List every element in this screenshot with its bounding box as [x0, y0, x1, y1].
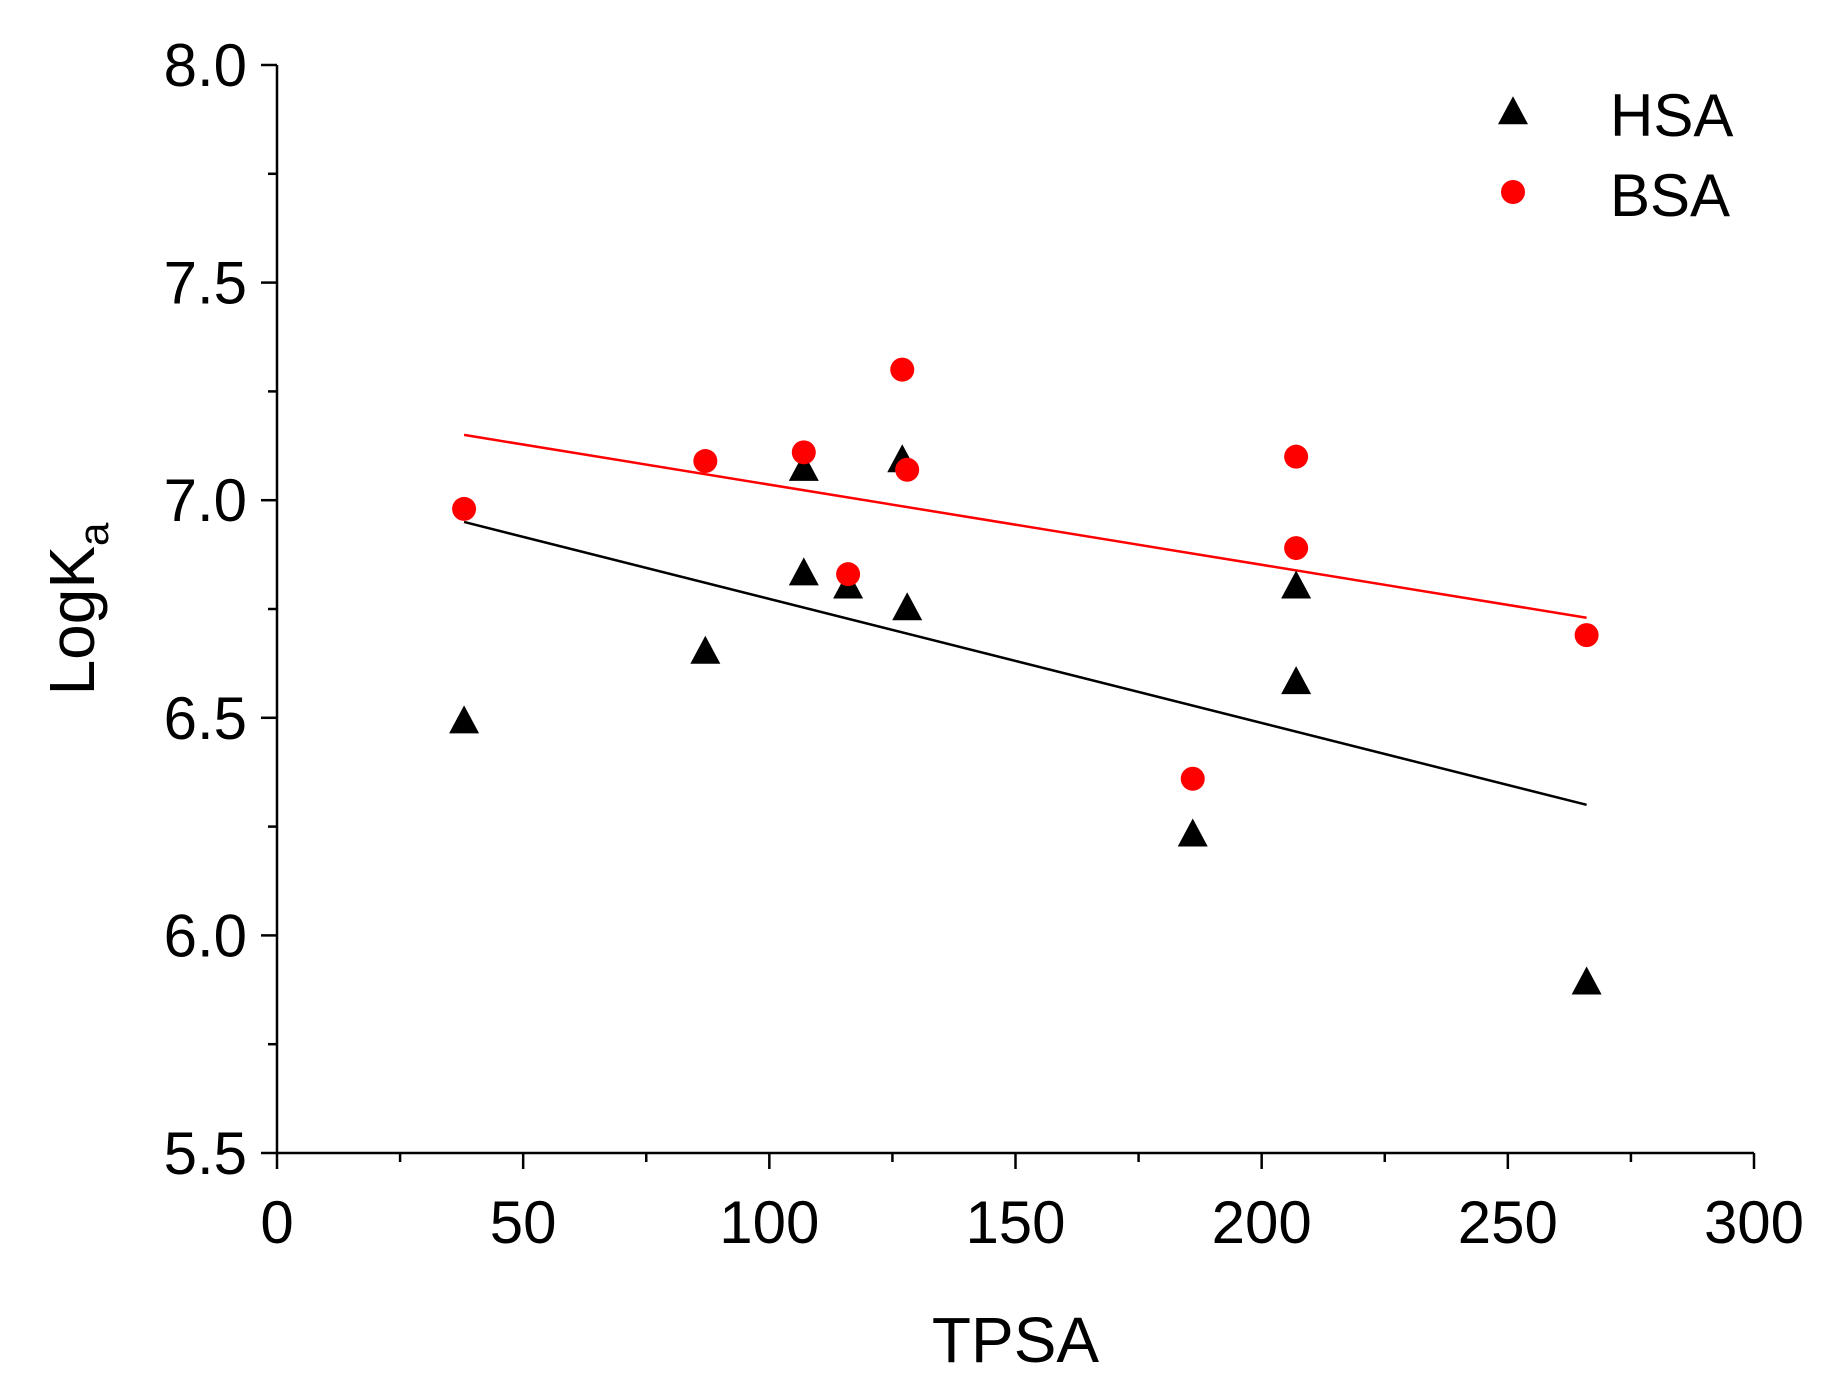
hsa-point	[1571, 966, 1602, 995]
bsa-point	[895, 457, 920, 482]
bsa-point	[1284, 536, 1309, 561]
x-tick-label: 100	[719, 1189, 819, 1256]
bsa-point	[693, 449, 718, 474]
bsa-point	[1574, 623, 1599, 648]
legend-item-bsa: BSA	[1501, 162, 1730, 229]
legend-item-hsa: HSA	[1498, 82, 1733, 149]
hsa-point	[1281, 666, 1312, 695]
x-tick-label: 150	[965, 1189, 1065, 1256]
legend: HSA BSA	[1498, 82, 1733, 229]
y-axis-title: LogKa	[36, 522, 117, 695]
y-axis-title-main: LogK	[36, 546, 108, 695]
bsa-point	[791, 440, 816, 465]
plot-area	[449, 357, 1602, 995]
y-tick-label: 7.5	[164, 250, 247, 317]
hsa-point	[1281, 570, 1312, 599]
y-tick-label: 5.5	[164, 1120, 247, 1187]
x-tick-label: 200	[1212, 1189, 1312, 1256]
y-tick-label: 8.0	[164, 32, 247, 99]
legend-circle-marker	[1501, 180, 1525, 204]
bsa-fit-line	[463, 433, 1587, 619]
x-tick-label: 300	[1704, 1189, 1804, 1256]
y-axis-title-subscript: a	[70, 522, 117, 546]
hsa-point	[449, 705, 480, 734]
y-tick-label: 6.5	[164, 685, 247, 752]
x-axis-title: TPSA	[932, 1304, 1099, 1376]
y-tick-label: 6.0	[164, 902, 247, 969]
hsa-point	[690, 635, 721, 664]
bsa-point	[836, 562, 861, 587]
hsa-point	[788, 452, 819, 481]
legend-label: BSA	[1610, 162, 1730, 229]
hsa-fit-line	[463, 520, 1587, 807]
y-tick-label: 7.0	[164, 467, 247, 534]
axes: 0 50 100 150 200 250 300 5.5 6.0 6.5 7.0 7.5 8.0	[164, 32, 1804, 1256]
bsa-point	[1180, 766, 1205, 791]
hsa-point	[892, 592, 923, 621]
x-tick-label: 50	[490, 1189, 557, 1256]
bsa-point	[890, 357, 915, 382]
legend-label: HSA	[1610, 82, 1733, 149]
hsa-point	[1177, 818, 1208, 847]
bsa-point	[452, 496, 477, 521]
legend-triangle-marker	[1498, 96, 1528, 125]
x-tick-label: 250	[1458, 1189, 1558, 1256]
x-tick-label: 0	[260, 1189, 293, 1256]
hsa-point	[788, 557, 819, 586]
bsa-point	[1284, 444, 1309, 469]
